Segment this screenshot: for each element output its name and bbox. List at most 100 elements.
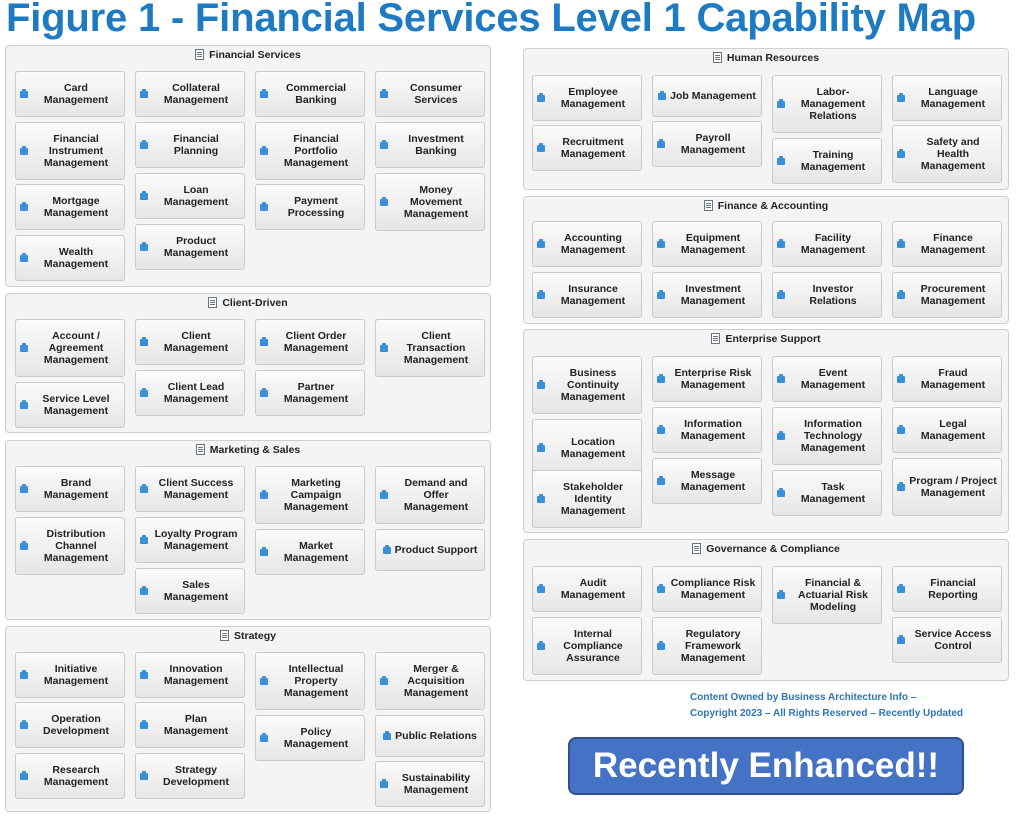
- capability-label: Accounting Management: [560, 232, 626, 256]
- capability-legal-management[interactable]: Legal Management: [892, 407, 1002, 453]
- capability-insurance-management[interactable]: Insurance Management: [532, 272, 642, 318]
- capability-payment-processing[interactable]: Payment Processing: [255, 184, 365, 230]
- capability-information-management[interactable]: Information Management: [652, 407, 762, 453]
- capability-mortgage-management[interactable]: Mortgage Management: [15, 184, 125, 230]
- capability-client-lead-management[interactable]: Client Lead Management: [135, 370, 245, 416]
- capability-label: Innovation Management: [163, 663, 229, 687]
- capability-event-management[interactable]: Event Management: [772, 356, 882, 402]
- capability-enterprise-risk-management[interactable]: Enterprise Risk Management: [652, 356, 762, 402]
- capability-label: Compliance Risk Management: [670, 577, 756, 601]
- capability-commercial-banking[interactable]: Commercial Banking: [255, 71, 365, 117]
- capability-demand-and-offer-management[interactable]: Demand and Offer Management: [375, 466, 485, 524]
- capability-accounting-management[interactable]: Accounting Management: [532, 221, 642, 267]
- capability-brand-management[interactable]: Brand Management: [15, 466, 125, 512]
- capability-label: Partner Management: [283, 381, 349, 405]
- capability-investor-relations[interactable]: Investor Relations: [772, 272, 882, 318]
- capability-icon: [657, 640, 665, 650]
- capability-sales-management[interactable]: Sales Management: [135, 568, 245, 614]
- capability-location-management[interactable]: Location Management: [532, 419, 642, 477]
- capability-information-technology-management[interactable]: Information Technology Management: [772, 407, 882, 465]
- capability-icon: [260, 732, 268, 742]
- group-header: Human Resources: [524, 52, 1008, 68]
- capability-icon: [777, 238, 785, 248]
- capability-service-access-control[interactable]: Service Access Control: [892, 617, 1002, 663]
- capability-client-transaction-management[interactable]: Client Transaction Management: [375, 319, 485, 377]
- capability-strategy-development[interactable]: Strategy Development: [135, 753, 245, 799]
- capability-loan-management[interactable]: Loan Management: [135, 173, 245, 219]
- capability-icon: [20, 145, 28, 155]
- capability-icon: [658, 90, 667, 100]
- capability-equipment-management[interactable]: Equipment Management: [652, 221, 762, 267]
- capability-wealth-management[interactable]: Wealth Management: [15, 235, 125, 281]
- capability-product-support[interactable]: Product Support: [375, 529, 485, 571]
- capability-program-project-management[interactable]: Program / Project Management: [892, 458, 1002, 516]
- capability-facility-management[interactable]: Facility Management: [772, 221, 882, 267]
- capability-financial-actuarial-risk-modeling[interactable]: Financial & Actuarial Risk Modeling: [772, 566, 882, 624]
- capability-procurement-management[interactable]: Procurement Management: [892, 272, 1002, 318]
- capability-account-agreement-management[interactable]: Account / Agreement Management: [15, 319, 125, 377]
- capability-labor-management-relations[interactable]: Labor-Management Relations: [772, 75, 882, 133]
- capability-investment-banking[interactable]: Investment Banking: [375, 122, 485, 168]
- capability-icon: [657, 583, 665, 593]
- capability-money-movement-management[interactable]: Money Movement Management: [375, 173, 485, 231]
- capability-safety-and-health-management[interactable]: Safety and Health Management: [892, 125, 1002, 183]
- capability-regulatory-framework-management[interactable]: Regulatory Framework Management: [652, 617, 762, 675]
- capability-product-management[interactable]: Product Management: [135, 224, 245, 270]
- footer-line-1: Content Owned by Business Architecture I…: [690, 692, 917, 703]
- capability-merger-acquisition-management[interactable]: Merger & Acquisition Management: [375, 652, 485, 710]
- capability-loyalty-program-management[interactable]: Loyalty Program Management: [135, 517, 245, 563]
- capability-language-management[interactable]: Language Management: [892, 75, 1002, 121]
- capability-sustainability-management[interactable]: Sustainability Management: [375, 761, 485, 807]
- capability-compliance-risk-management[interactable]: Compliance Risk Management: [652, 566, 762, 612]
- capability-icon: [537, 640, 545, 650]
- capability-public-relations[interactable]: Public Relations: [375, 715, 485, 757]
- group-title: Client-Driven: [222, 297, 288, 309]
- group-title: Strategy: [233, 630, 276, 642]
- capability-client-management[interactable]: Client Management: [135, 319, 245, 365]
- capability-intellectual-property-management[interactable]: Intellectual Property Management: [255, 652, 365, 710]
- capability-market-management[interactable]: Market Management: [255, 529, 365, 575]
- capability-employee-management[interactable]: Employee Management: [532, 75, 642, 121]
- capability-label: Financial Planning: [173, 133, 219, 157]
- capability-internal-compliance-assurance[interactable]: Internal Compliance Assurance: [532, 617, 642, 675]
- capability-label: Merger & Acquisition Management: [403, 663, 469, 699]
- capability-distribution-channel-management[interactable]: Distribution Channel Management: [15, 517, 125, 575]
- capability-innovation-management[interactable]: Innovation Management: [135, 652, 245, 698]
- capability-recruitment-management[interactable]: Recruitment Management: [532, 125, 642, 171]
- capability-financial-planning[interactable]: Financial Planning: [135, 122, 245, 168]
- capability-research-management[interactable]: Research Management: [15, 753, 125, 799]
- capability-fraud-management[interactable]: Fraud Management: [892, 356, 1002, 402]
- capability-marketing-campaign-management[interactable]: Marketing Campaign Management: [255, 466, 365, 524]
- capability-financial-instrument-management[interactable]: Financial Instrument Management: [15, 122, 125, 180]
- capability-financial-portfolio-management[interactable]: Financial Portfolio Management: [255, 122, 365, 180]
- capability-financial-reporting[interactable]: Financial Reporting: [892, 566, 1002, 612]
- capability-policy-management[interactable]: Policy Management: [255, 715, 365, 761]
- capability-consumer-services[interactable]: Consumer Services: [375, 71, 485, 117]
- capability-card-management[interactable]: Card Management: [15, 71, 125, 117]
- capability-icon: [897, 238, 905, 248]
- capability-label: Service Access Control: [914, 628, 992, 652]
- capability-label: Consumer Services: [410, 82, 462, 106]
- capability-icon: [140, 336, 148, 346]
- capability-task-management[interactable]: Task Management: [772, 470, 882, 516]
- capability-message-management[interactable]: Message Management: [652, 458, 762, 504]
- capability-audit-management[interactable]: Audit Management: [532, 566, 642, 612]
- capability-training-management[interactable]: Training Management: [772, 138, 882, 184]
- capability-payroll-management[interactable]: Payroll Management: [652, 121, 762, 167]
- capability-stakeholder-identity-management[interactable]: Stakeholder Identity Management: [532, 470, 642, 528]
- capability-icon: [777, 155, 785, 165]
- capability-operation-development[interactable]: Operation Development: [15, 702, 125, 748]
- capability-client-order-management[interactable]: Client Order Management: [255, 319, 365, 365]
- capability-plan-management[interactable]: Plan Management: [135, 702, 245, 748]
- capability-label: Training Management: [800, 149, 866, 173]
- capability-job-management[interactable]: Job Management: [652, 75, 762, 117]
- capability-partner-management[interactable]: Partner Management: [255, 370, 365, 416]
- capability-business-continuity-management[interactable]: Business Continuity Management: [532, 356, 642, 414]
- capability-initiative-management[interactable]: Initiative Management: [15, 652, 125, 698]
- capability-finance-management[interactable]: Finance Management: [892, 221, 1002, 267]
- capability-investment-management[interactable]: Investment Management: [652, 272, 762, 318]
- capability-label: Regulatory Framework Management: [680, 628, 746, 664]
- capability-client-success-management[interactable]: Client Success Management: [135, 466, 245, 512]
- capability-service-level-management[interactable]: Service Level Management: [15, 382, 125, 428]
- capability-collateral-management[interactable]: Collateral Management: [135, 71, 245, 117]
